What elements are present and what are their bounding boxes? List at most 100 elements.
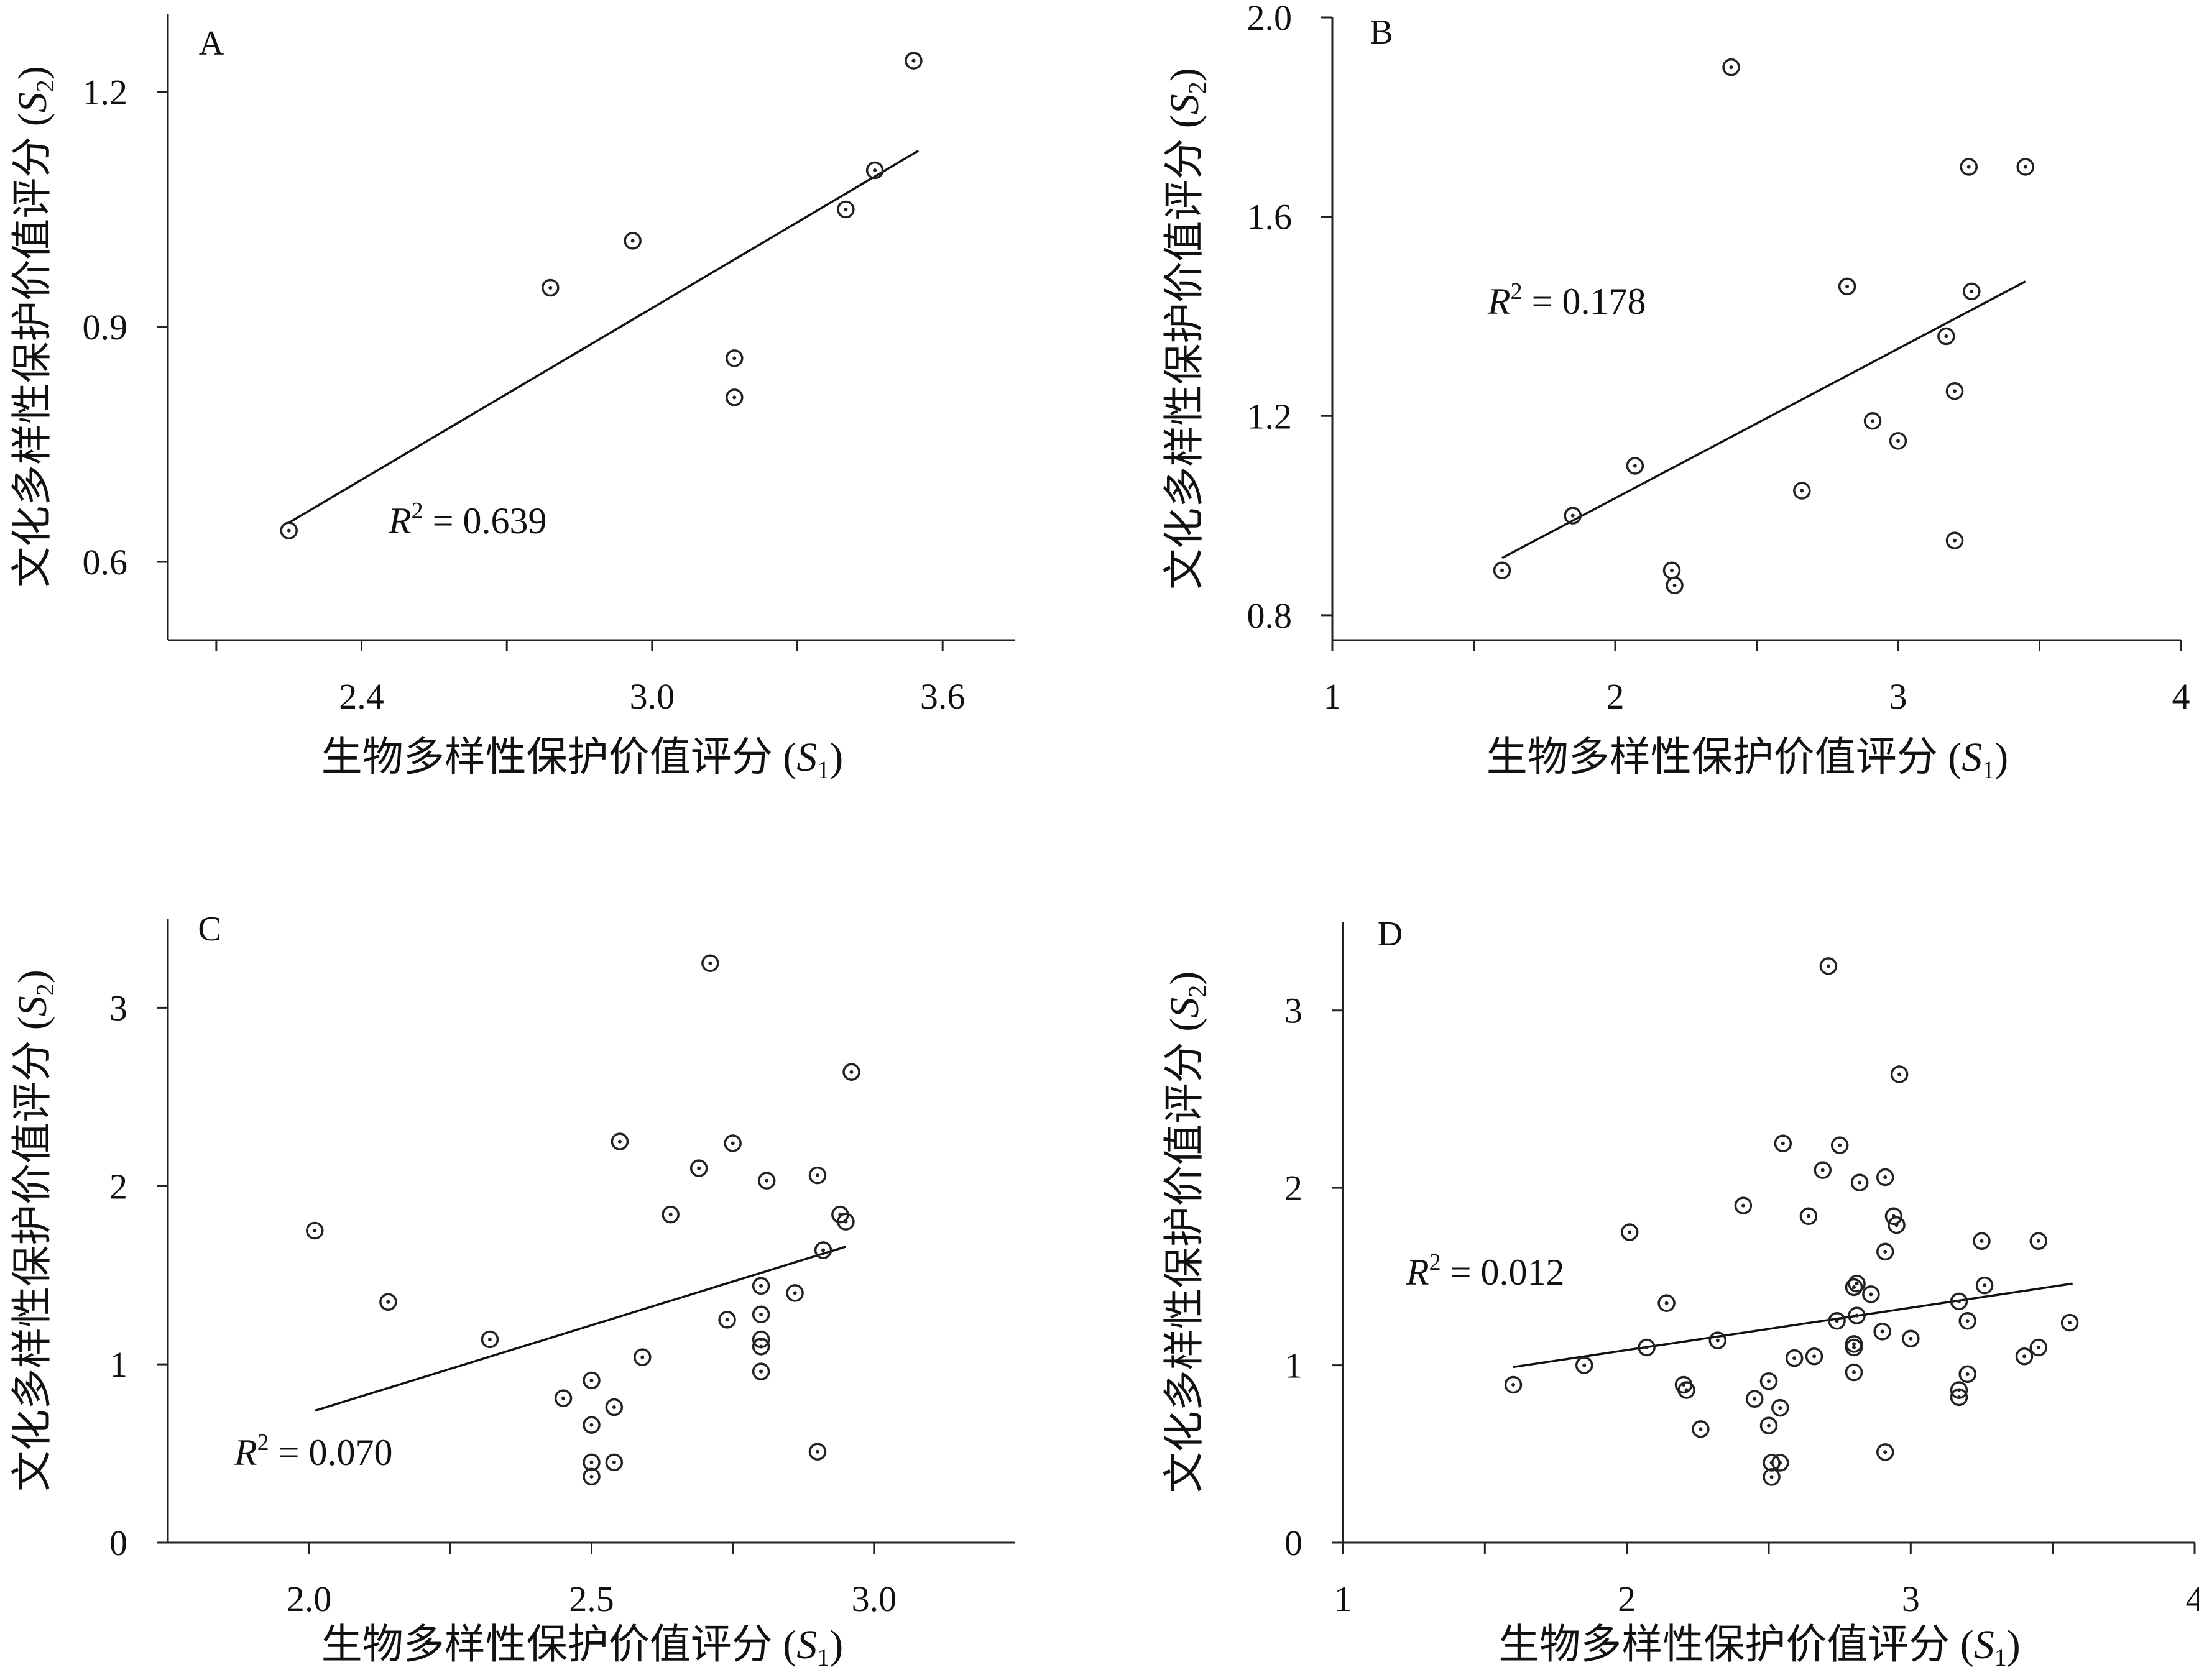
data-point xyxy=(1708,1331,1727,1349)
data-point xyxy=(1902,1329,1920,1348)
y-tick-label: 2 xyxy=(109,1166,127,1206)
data-point xyxy=(1973,1232,1991,1251)
data-point xyxy=(1564,507,1582,525)
data-point xyxy=(280,521,298,539)
data-point xyxy=(1692,1420,1710,1438)
data-point xyxy=(624,232,642,250)
data-point xyxy=(2015,1347,2034,1366)
data-point xyxy=(306,1221,324,1240)
panel-label: D xyxy=(1378,915,1403,953)
x-tick-label: 2 xyxy=(1607,676,1625,717)
data-point xyxy=(1814,1161,1832,1179)
data-point xyxy=(1657,1294,1676,1312)
data-point xyxy=(605,1398,624,1416)
data-point xyxy=(379,1293,397,1311)
x-tick-label: 4 xyxy=(2172,676,2190,717)
data-point xyxy=(752,1362,770,1380)
x-tick-label: 1 xyxy=(1324,676,1342,717)
data-point xyxy=(837,200,855,219)
data-point xyxy=(1799,1207,1818,1226)
data-point xyxy=(1950,1388,1968,1407)
data-point xyxy=(1759,1372,1778,1390)
data-point xyxy=(583,1467,601,1486)
data-point xyxy=(1862,1285,1880,1303)
r-squared-label: R2 = 0.070 xyxy=(234,1430,393,1473)
data-point xyxy=(1771,1398,1789,1417)
x-axis-title: 生物多样性保护价值评分 (S1) xyxy=(321,1622,843,1671)
data-point xyxy=(1677,1381,1695,1399)
y-tick-label: 0 xyxy=(109,1523,127,1563)
data-point xyxy=(726,349,744,367)
data-point xyxy=(865,161,884,180)
data-point xyxy=(837,1213,855,1231)
x-tick-label: 2.0 xyxy=(287,1579,332,1619)
data-point xyxy=(1845,1363,1863,1382)
regression-line xyxy=(1501,280,2026,559)
data-point xyxy=(1890,1065,1909,1083)
y-axis-title: 文化多样性保护价值评分 (S2) xyxy=(1162,68,1211,589)
panel-c: 2.0 2.5 3.0 0 1 2 3 C 生物多样性保护价值评分 (S1) 文化多样性保护价值评… xyxy=(10,910,1015,1671)
data-point xyxy=(1785,1349,1804,1367)
y-axis-title: 文化多样性保护价值评分 (S2) xyxy=(10,66,59,587)
y-tick-label: 1 xyxy=(1284,1346,1302,1386)
data-point xyxy=(757,1172,776,1190)
data-point xyxy=(1805,1347,1823,1366)
regression-line xyxy=(314,1246,846,1412)
data-point xyxy=(1838,277,1856,296)
r-squared-label: R2 = 0.639 xyxy=(388,498,547,541)
data-point xyxy=(1950,1292,1968,1311)
data-point xyxy=(1662,561,1681,580)
data-point xyxy=(2016,158,2034,176)
data-point xyxy=(724,1134,742,1152)
data-point xyxy=(1734,1196,1753,1214)
x-tick-label: 3 xyxy=(1902,1579,1920,1619)
x-tick-label: 4 xyxy=(2186,1579,2199,1619)
data-point xyxy=(905,52,923,70)
x-tick-label: 2 xyxy=(1618,1579,1636,1619)
data-point xyxy=(1945,382,1964,400)
data-point xyxy=(1722,58,1740,76)
x-axis-title: 生物多样性保护价值评分 (S1) xyxy=(321,735,843,784)
r-squared-label: R2 = 0.178 xyxy=(1487,278,1646,322)
y-tick-label: 0.6 xyxy=(83,542,128,582)
data-point xyxy=(1873,1323,1891,1341)
data-point xyxy=(1830,1136,1849,1154)
data-point xyxy=(1848,1306,1866,1324)
y-tick-label: 1 xyxy=(109,1344,127,1385)
x-tick-label: 2.4 xyxy=(339,676,384,717)
x-tick-label: 3.0 xyxy=(852,1579,897,1619)
data-point xyxy=(542,278,560,297)
data-point xyxy=(1876,1168,1894,1187)
data-point xyxy=(1819,957,1838,975)
r-squared-label: R2 = 0.012 xyxy=(1406,1249,1565,1293)
x-tick-label: 2.5 xyxy=(569,1579,614,1619)
data-point xyxy=(554,1389,573,1407)
data-point xyxy=(1638,1338,1656,1357)
x-tick-label: 1 xyxy=(1334,1579,1352,1619)
data-point xyxy=(1963,282,1981,301)
regression-line xyxy=(1513,1282,2073,1369)
data-point xyxy=(481,1330,499,1349)
y-tick-label: 1.2 xyxy=(1247,396,1293,436)
y-axis-title: 文化多样性保护价值评分 (S2) xyxy=(1162,971,1211,1493)
panel-label: B xyxy=(1370,13,1393,52)
x-tick-label: 3 xyxy=(1889,676,1907,717)
data-point xyxy=(1945,531,1964,549)
data-point xyxy=(583,1371,601,1390)
data-point xyxy=(1889,432,1907,450)
data-point xyxy=(1850,1173,1869,1191)
data-point xyxy=(1666,576,1684,595)
data-point xyxy=(1884,1207,1903,1226)
data-point xyxy=(1626,457,1644,475)
y-tick-label: 1.6 xyxy=(1247,197,1293,237)
data-point xyxy=(1876,1443,1894,1461)
data-point xyxy=(2029,1232,2048,1251)
data-point xyxy=(1975,1276,1994,1295)
data-point xyxy=(1958,1311,1976,1330)
panel-b: 1 2 3 4 0.8 1.2 1.6 2.0 B 生物多样性保护价值评分 (S1) 文化多样性保护… xyxy=(1162,0,2190,784)
data-point xyxy=(583,1453,601,1472)
data-point xyxy=(842,1063,860,1081)
data-point xyxy=(1876,1242,1894,1261)
